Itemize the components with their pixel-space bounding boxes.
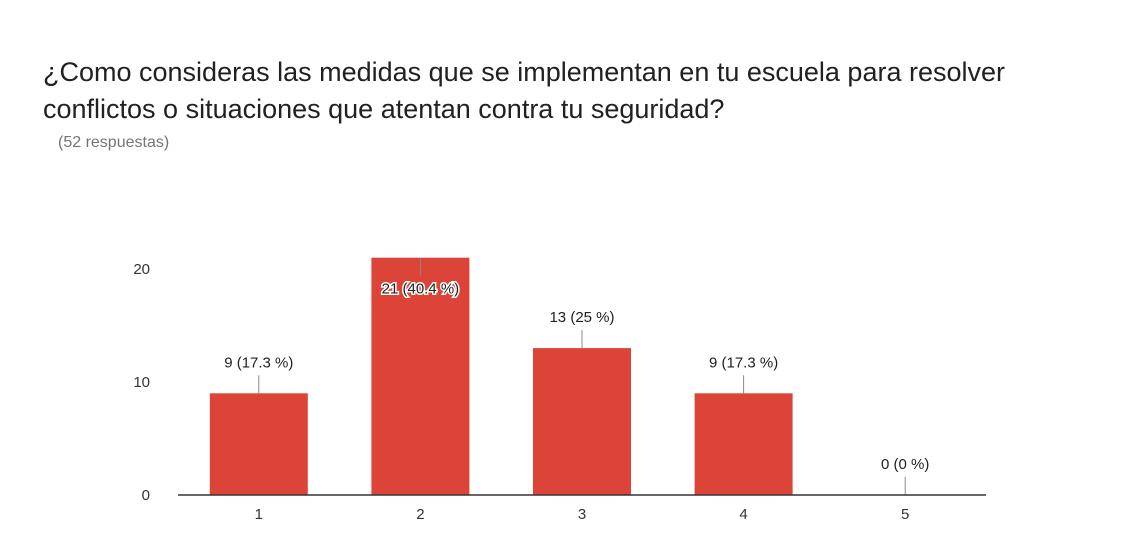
x-tick-label: 1 bbox=[255, 506, 263, 523]
question-title: ¿Como consideras las medidas que se impl… bbox=[43, 57, 1005, 124]
data-label: 9 (17.3 %) bbox=[709, 354, 778, 371]
x-tick-label: 3 bbox=[578, 506, 586, 523]
data-labels: 9 (17.3 %) 21 (40.4 %) 13 (25 %) 9 (17.3 %)… bbox=[224, 257, 929, 495]
response-count: (52 respuestas) bbox=[58, 134, 170, 151]
x-tick-label: 2 bbox=[416, 506, 424, 523]
y-tick-label: 0 bbox=[142, 487, 150, 504]
data-label: 21 (40.4 %) bbox=[382, 281, 460, 298]
x-axis-labels: 1 2 3 4 5 bbox=[255, 506, 910, 523]
bar-4 bbox=[694, 393, 793, 495]
data-label: 13 (25 %) bbox=[549, 309, 614, 326]
x-tick-label: 4 bbox=[739, 506, 747, 523]
data-label: 9 (17.3 %) bbox=[224, 354, 293, 371]
y-tick-label: 20 bbox=[133, 261, 150, 278]
y-axis-ticks: 0 10 20 bbox=[133, 261, 150, 504]
y-tick-label: 10 bbox=[133, 374, 150, 391]
bar-3 bbox=[533, 348, 631, 495]
data-label: 0 (0 %) bbox=[881, 456, 929, 473]
bar-2 bbox=[371, 257, 470, 495]
bar-1 bbox=[209, 393, 308, 495]
x-tick-label: 5 bbox=[901, 506, 909, 523]
bars-layer bbox=[209, 257, 793, 495]
